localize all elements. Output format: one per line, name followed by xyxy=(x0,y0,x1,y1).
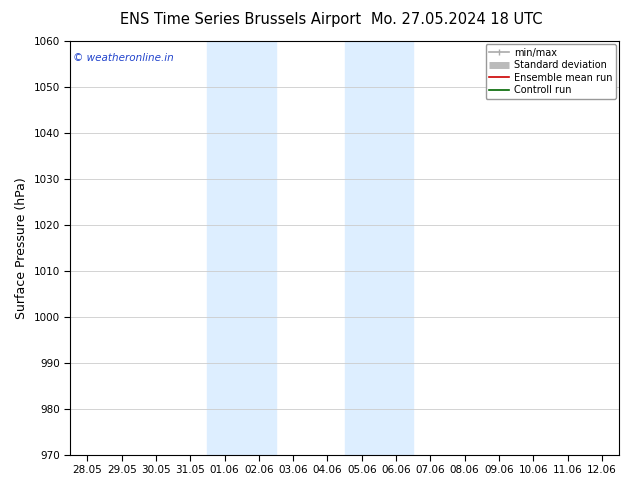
Legend: min/max, Standard deviation, Ensemble mean run, Controll run: min/max, Standard deviation, Ensemble me… xyxy=(486,44,616,99)
Text: © weatheronline.in: © weatheronline.in xyxy=(73,53,174,64)
Text: ENS Time Series Brussels Airport: ENS Time Series Brussels Airport xyxy=(120,12,361,27)
Text: Mo. 27.05.2024 18 UTC: Mo. 27.05.2024 18 UTC xyxy=(371,12,542,27)
Y-axis label: Surface Pressure (hPa): Surface Pressure (hPa) xyxy=(15,177,28,318)
Bar xyxy=(345,41,413,455)
Bar xyxy=(207,41,276,455)
